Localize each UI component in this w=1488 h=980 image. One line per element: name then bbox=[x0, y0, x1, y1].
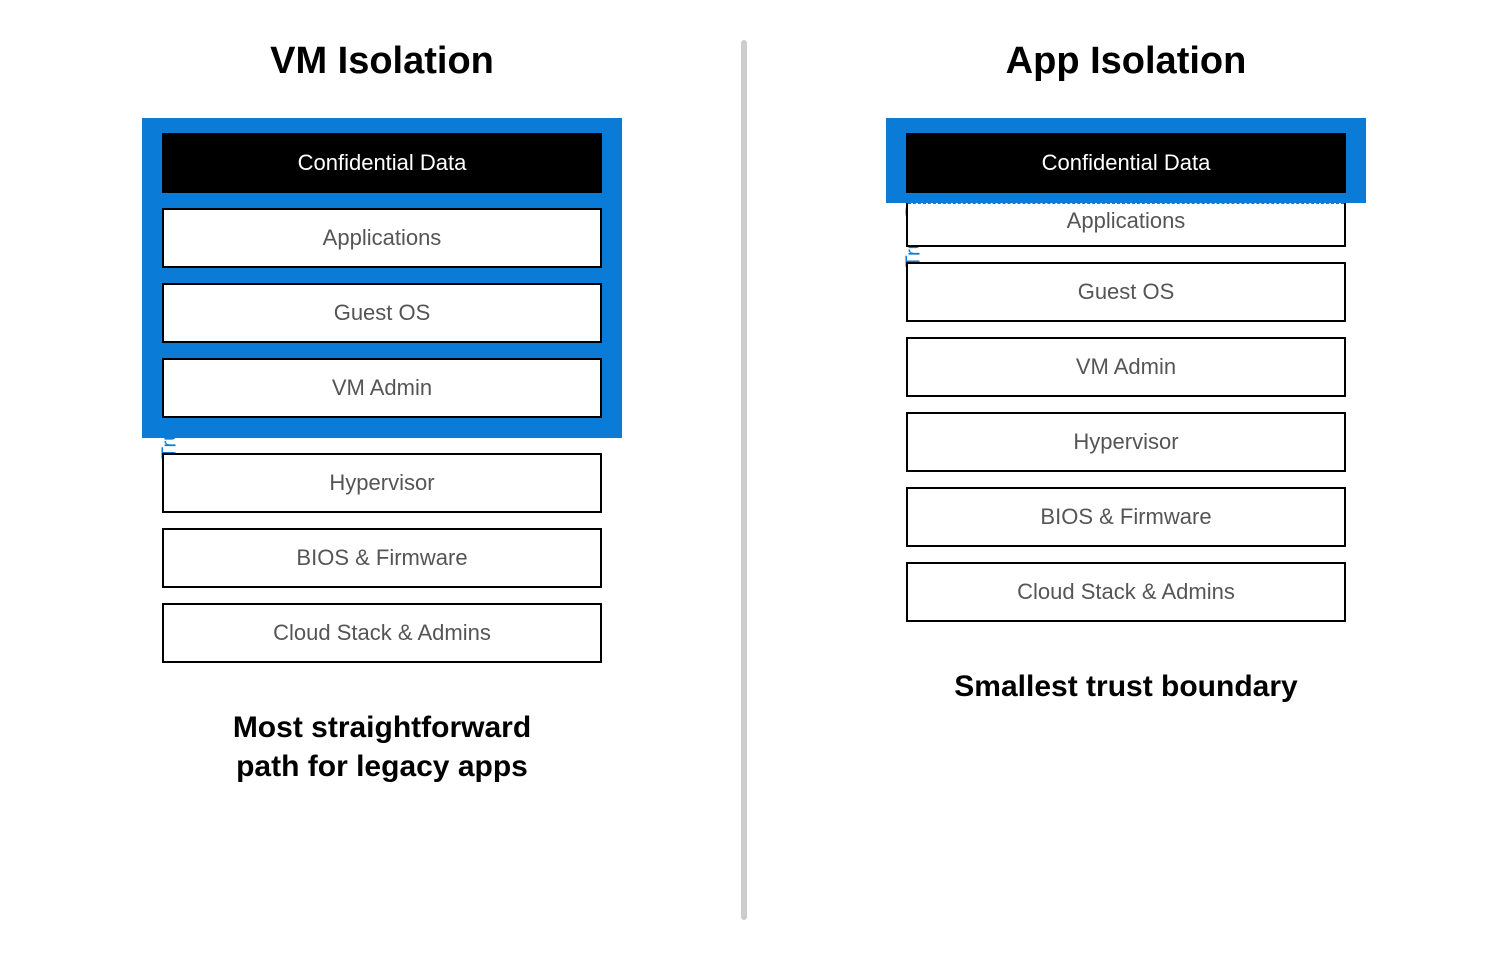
diagram-container: VM Isolation Trust Boundary Confidential… bbox=[0, 0, 1488, 980]
vm-trust-boundary-box: Confidential Data Applications Guest OS … bbox=[142, 118, 622, 438]
app-caption: Smallest trust boundary bbox=[954, 667, 1297, 706]
app-isolation-column: App Isolation Trust Boundary Confidentia… bbox=[744, 0, 1488, 980]
app-layer-guest-os: Guest OS bbox=[906, 262, 1346, 322]
vm-isolation-column: VM Isolation Trust Boundary Confidential… bbox=[0, 0, 744, 980]
vm-layer-applications: Applications bbox=[162, 208, 602, 268]
vm-stack-wrapper: Trust Boundary Confidential Data Applica… bbox=[142, 118, 622, 663]
app-layer-hypervisor: Hypervisor bbox=[906, 412, 1346, 472]
vm-layer-confidential: Confidential Data bbox=[162, 133, 602, 193]
vm-caption-line2: path for legacy apps bbox=[236, 750, 528, 783]
vm-caption-line1: Most straightforward bbox=[233, 711, 531, 744]
app-layer-confidential: Confidential Data bbox=[906, 133, 1346, 193]
vm-layer-guest-os: Guest OS bbox=[162, 283, 602, 343]
app-stack-wrapper: Trust Boundary Confidential Data Enclave… bbox=[886, 118, 1366, 622]
vm-layer-cloud: Cloud Stack & Admins bbox=[162, 603, 602, 663]
vm-caption: Most straightforward path for legacy app… bbox=[233, 708, 531, 786]
vm-outer-stack: Hypervisor BIOS & Firmware Cloud Stack &… bbox=[162, 453, 602, 663]
app-layer-cloud: Cloud Stack & Admins bbox=[906, 562, 1346, 622]
app-isolation-title: App Isolation bbox=[1006, 40, 1247, 83]
vm-isolation-title: VM Isolation bbox=[270, 40, 494, 83]
vm-layer-bios: BIOS & Firmware bbox=[162, 528, 602, 588]
app-layer-bios: BIOS & Firmware bbox=[906, 487, 1346, 547]
app-enclave-bottom: Applications bbox=[1067, 204, 1186, 234]
app-outer-stack: Guest OS VM Admin Hypervisor BIOS & Firm… bbox=[906, 262, 1346, 622]
app-layer-vm-admin: VM Admin bbox=[906, 337, 1346, 397]
vm-layer-vm-admin: VM Admin bbox=[162, 358, 602, 418]
vm-layer-hypervisor: Hypervisor bbox=[162, 453, 602, 513]
app-trust-boundary-box: Confidential Data bbox=[886, 118, 1366, 203]
